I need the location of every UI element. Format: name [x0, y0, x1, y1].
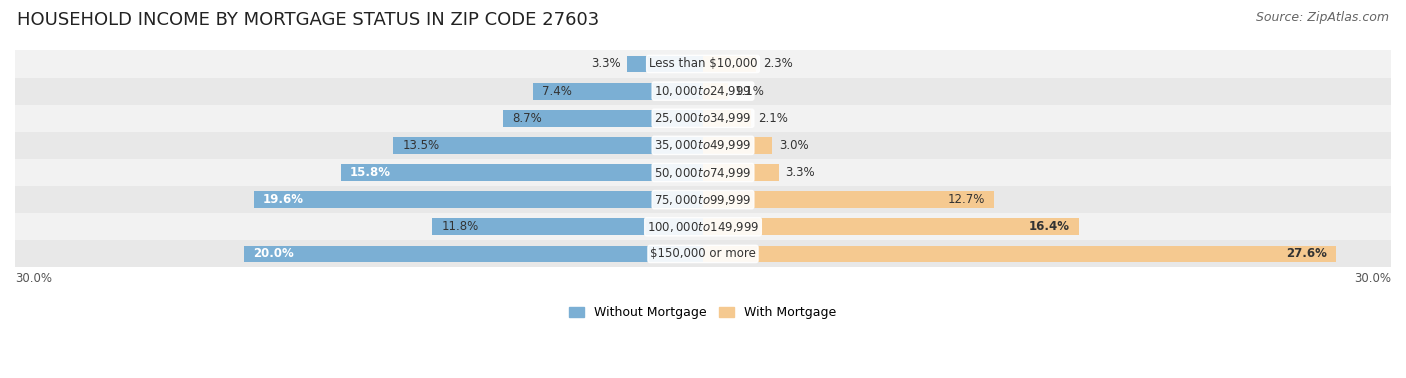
Text: $150,000 or more: $150,000 or more: [650, 248, 756, 260]
Text: Less than $10,000: Less than $10,000: [648, 57, 758, 70]
Text: 8.7%: 8.7%: [513, 112, 543, 125]
Text: 16.4%: 16.4%: [1029, 220, 1070, 233]
Text: $50,000 to $74,999: $50,000 to $74,999: [654, 166, 752, 180]
Bar: [15, 186, 1391, 213]
Bar: [394, 137, 703, 154]
Bar: [433, 218, 703, 235]
Bar: [503, 110, 703, 127]
Bar: [340, 164, 703, 181]
Text: 30.0%: 30.0%: [15, 271, 52, 285]
Text: 13.5%: 13.5%: [402, 139, 440, 152]
Bar: [15, 105, 1391, 132]
Bar: [15, 213, 1391, 240]
Bar: [703, 56, 756, 72]
Bar: [703, 246, 1336, 262]
Bar: [703, 218, 1080, 235]
Text: 11.8%: 11.8%: [441, 220, 479, 233]
Bar: [15, 50, 1391, 77]
Bar: [533, 83, 703, 99]
Bar: [703, 137, 772, 154]
Bar: [703, 83, 728, 99]
Text: 15.8%: 15.8%: [350, 166, 391, 179]
Text: $35,000 to $49,999: $35,000 to $49,999: [654, 138, 752, 152]
Text: 12.7%: 12.7%: [948, 193, 986, 206]
Bar: [703, 110, 751, 127]
Bar: [627, 56, 703, 72]
Text: $75,000 to $99,999: $75,000 to $99,999: [654, 193, 752, 207]
Text: 27.6%: 27.6%: [1286, 248, 1327, 260]
Text: HOUSEHOLD INCOME BY MORTGAGE STATUS IN ZIP CODE 27603: HOUSEHOLD INCOME BY MORTGAGE STATUS IN Z…: [17, 11, 599, 29]
Text: 20.0%: 20.0%: [253, 248, 294, 260]
Text: 3.3%: 3.3%: [786, 166, 815, 179]
Legend: Without Mortgage, With Mortgage: Without Mortgage, With Mortgage: [564, 301, 842, 324]
Bar: [253, 191, 703, 208]
Text: 3.3%: 3.3%: [591, 57, 620, 70]
Text: 3.0%: 3.0%: [779, 139, 808, 152]
Text: $10,000 to $24,999: $10,000 to $24,999: [654, 84, 752, 98]
Bar: [15, 77, 1391, 105]
Bar: [703, 191, 994, 208]
Text: 2.3%: 2.3%: [762, 57, 793, 70]
Bar: [15, 132, 1391, 159]
Text: 19.6%: 19.6%: [263, 193, 304, 206]
Text: $25,000 to $34,999: $25,000 to $34,999: [654, 111, 752, 125]
Bar: [15, 240, 1391, 268]
Text: 2.1%: 2.1%: [758, 112, 787, 125]
Text: 1.1%: 1.1%: [735, 85, 765, 98]
Text: 7.4%: 7.4%: [543, 85, 572, 98]
Bar: [15, 159, 1391, 186]
Text: $100,000 to $149,999: $100,000 to $149,999: [647, 220, 759, 234]
Text: Source: ZipAtlas.com: Source: ZipAtlas.com: [1256, 11, 1389, 24]
Bar: [703, 164, 779, 181]
Text: 30.0%: 30.0%: [1354, 271, 1391, 285]
Bar: [245, 246, 703, 262]
